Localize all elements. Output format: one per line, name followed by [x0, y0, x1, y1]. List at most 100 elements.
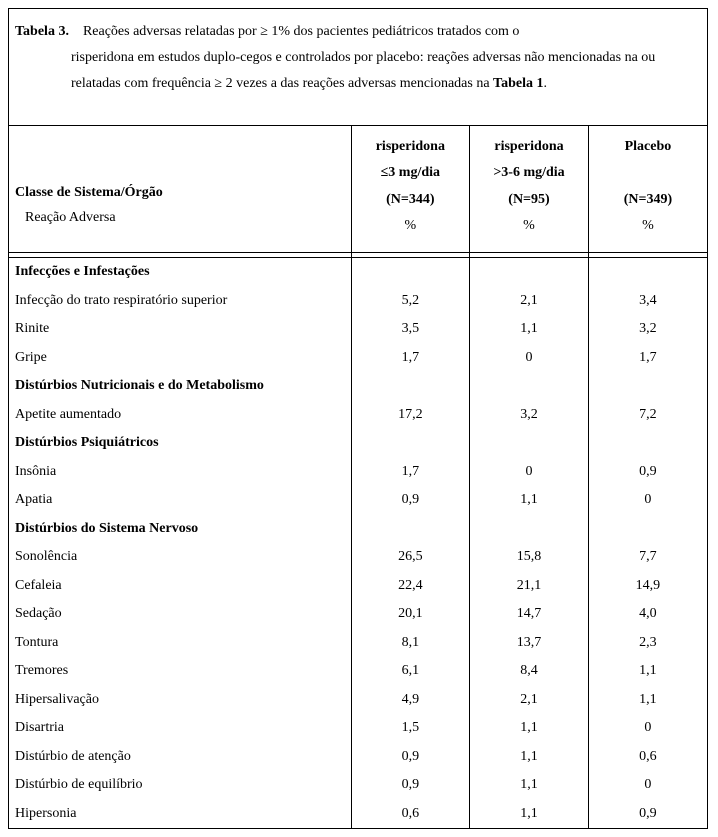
- value-colA: 1,7: [351, 458, 470, 487]
- value-colA: 5,2: [351, 287, 470, 316]
- colA-drug: risperidona: [376, 139, 445, 154]
- table-row: Infecção do trato respiratório superior5…: [9, 287, 707, 316]
- value-colA: 26,5: [351, 543, 470, 572]
- section-name: Distúrbios Psiquiátricos: [9, 429, 351, 458]
- table-title-block: Tabela 3. Reações adversas relatadas por…: [9, 9, 707, 126]
- value-colB: 14,7: [470, 600, 589, 629]
- adverse-reactions-table: Classe de Sistema/Órgão Reação Adversa r…: [9, 126, 707, 828]
- table-row: Gripe1,701,7: [9, 344, 707, 373]
- title-line-1: Reações adversas relatadas por ≥ 1% dos …: [83, 24, 519, 39]
- value-colC: 7,2: [588, 401, 707, 430]
- section-header-row: Infecções e Infestações: [9, 258, 707, 287]
- reaction-label: Apetite aumentado: [9, 401, 351, 430]
- reaction-label: Tontura: [9, 629, 351, 658]
- title-line-2: risperidona em estudos duplo-cegos e con…: [71, 50, 655, 65]
- table-row: Hipersalivação4,92,11,1: [9, 686, 707, 715]
- table-body: Infecções e InfestaçõesInfecção do trato…: [9, 258, 707, 829]
- value-colB: 1,1: [470, 486, 589, 515]
- table-row: Rinite3,51,13,2: [9, 315, 707, 344]
- value-colA: 0,6: [351, 800, 470, 829]
- section-header-row: Distúrbios Nutricionais e do Metabolismo: [9, 372, 707, 401]
- value-colB: 21,1: [470, 572, 589, 601]
- value-colB: 15,8: [470, 543, 589, 572]
- table-row: Disartria1,51,10: [9, 714, 707, 743]
- value-colA: 4,9: [351, 686, 470, 715]
- value-colB: 13,7: [470, 629, 589, 658]
- reaction-label: Infecção do trato respiratório superior: [9, 287, 351, 316]
- value-colA: 0,9: [351, 771, 470, 800]
- reaction-label: Apatia: [9, 486, 351, 515]
- value-colA: 20,1: [351, 600, 470, 629]
- table-row: Distúrbio de atenção0,91,10,6: [9, 743, 707, 772]
- colB-dose: >3-6 mg/dia: [493, 165, 564, 180]
- reaction-label: Insônia: [9, 458, 351, 487]
- value-colC: 14,9: [588, 572, 707, 601]
- colB-pct: %: [523, 218, 535, 233]
- table-row: Sonolência26,515,87,7: [9, 543, 707, 572]
- value-colC: 0,9: [588, 458, 707, 487]
- reaction-label: Disartria: [9, 714, 351, 743]
- colC-n: (N=349): [624, 192, 672, 207]
- colB-n: (N=95): [508, 192, 549, 207]
- section-name: Distúrbios do Sistema Nervoso: [9, 515, 351, 544]
- header-sub-label: Reação Adversa: [15, 205, 345, 230]
- value-colA: 22,4: [351, 572, 470, 601]
- value-colA: 1,7: [351, 344, 470, 373]
- value-colB: 8,4: [470, 657, 589, 686]
- value-colC: 4,0: [588, 600, 707, 629]
- title-line-3: relatadas com frequência ≥ 2 vezes a das…: [71, 76, 493, 91]
- colC-drug: Placebo: [625, 139, 672, 154]
- table-row: Insônia1,700,9: [9, 458, 707, 487]
- table-row: Tremores6,18,41,1: [9, 657, 707, 686]
- value-colC: 2,3: [588, 629, 707, 658]
- table-row: Tontura8,113,72,3: [9, 629, 707, 658]
- value-colA: 1,5: [351, 714, 470, 743]
- reaction-label: Tremores: [9, 657, 351, 686]
- reaction-label: Distúrbio de equilíbrio: [9, 771, 351, 800]
- colB-drug: risperidona: [494, 139, 563, 154]
- value-colB: 1,1: [470, 714, 589, 743]
- table-row: Apatia0,91,10: [9, 486, 707, 515]
- reaction-label: Hipersonia: [9, 800, 351, 829]
- reaction-label: Sedação: [9, 600, 351, 629]
- value-colC: 3,4: [588, 287, 707, 316]
- value-colC: 1,1: [588, 686, 707, 715]
- table-row: Hipersonia0,61,10,9: [9, 800, 707, 829]
- value-colC: 0: [588, 714, 707, 743]
- section-name: Distúrbios Nutricionais e do Metabolismo: [9, 372, 351, 401]
- value-colC: 1,1: [588, 657, 707, 686]
- reaction-label: Cefaleia: [9, 572, 351, 601]
- header-class-label: Classe de Sistema/Órgão: [15, 180, 345, 205]
- section-header-row: Distúrbios do Sistema Nervoso: [9, 515, 707, 544]
- value-colB: 2,1: [470, 287, 589, 316]
- value-colB: 1,1: [470, 315, 589, 344]
- value-colC: 0: [588, 771, 707, 800]
- table-row: Sedação20,114,74,0: [9, 600, 707, 629]
- colA-n: (N=344): [386, 192, 434, 207]
- table-row: Distúrbio de equilíbrio0,91,10: [9, 771, 707, 800]
- value-colA: 6,1: [351, 657, 470, 686]
- value-colC: 3,2: [588, 315, 707, 344]
- reaction-label: Hipersalivação: [9, 686, 351, 715]
- value-colA: 8,1: [351, 629, 470, 658]
- reaction-label: Distúrbio de atenção: [9, 743, 351, 772]
- section-header-row: Distúrbios Psiquiátricos: [9, 429, 707, 458]
- colA-pct: %: [405, 218, 417, 233]
- value-colC: 0: [588, 486, 707, 515]
- value-colB: 0: [470, 344, 589, 373]
- value-colA: 0,9: [351, 743, 470, 772]
- colA-dose: ≤3 mg/dia: [381, 165, 440, 180]
- value-colA: 17,2: [351, 401, 470, 430]
- value-colC: 1,7: [588, 344, 707, 373]
- value-colB: 1,1: [470, 771, 589, 800]
- reaction-label: Sonolência: [9, 543, 351, 572]
- title-ref: Tabela 1: [493, 76, 543, 91]
- value-colC: 7,7: [588, 543, 707, 572]
- table-row: Cefaleia22,421,114,9: [9, 572, 707, 601]
- value-colB: 3,2: [470, 401, 589, 430]
- value-colB: 2,1: [470, 686, 589, 715]
- reaction-label: Rinite: [9, 315, 351, 344]
- value-colB: 0: [470, 458, 589, 487]
- table-container: Tabela 3. Reações adversas relatadas por…: [8, 8, 708, 829]
- value-colC: 0,9: [588, 800, 707, 829]
